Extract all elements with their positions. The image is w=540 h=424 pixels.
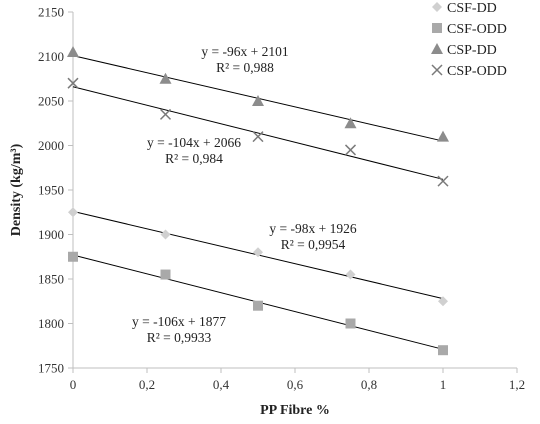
point-csf-dd [160,229,171,240]
x-tick-label: 1 [440,377,447,392]
x-axis-title: PP Fibre % [260,403,330,418]
point-csf-dd [438,296,448,307]
marker-x-stroke [67,77,79,89]
marker-x-stroke [159,108,172,120]
legend-label-csp-dd: CSP-DD [447,43,497,58]
x-tick-label: 0,6 [287,377,304,392]
y-tick-label: 1750 [38,361,64,376]
r-squared-csf-dd: R² = 0,9954 [281,237,346,252]
legend-label-csf-dd: CSF-DD [447,1,497,16]
data-markers [67,46,449,356]
point-csf-odd [160,269,171,280]
equation-csf-odd: y = -106x + 1877 [132,314,226,329]
trendline-csp-odd [72,86,444,180]
point-csf-odd [253,300,263,311]
legend-label-csp-odd: CSP-ODD [447,64,507,79]
x-tick-label: 1,2 [509,377,525,392]
legend-marker-csp-odd [431,64,443,76]
y-tick-label: 2000 [38,138,64,153]
legend-marker-csp-dd [431,43,443,54]
point-csp-odd [252,131,264,143]
y-tick-label: 1850 [38,272,64,287]
point-csp-dd [67,46,79,58]
r-squared-csp-dd: R² = 0,988 [216,60,274,75]
x-tick-label: 0,8 [361,377,377,392]
x-tick-label: 0 [70,377,77,392]
equation-csp-odd: y = -104x + 2066 [147,135,241,150]
y-tick-label: 2150 [38,5,64,20]
y-tick-label: 1950 [38,183,64,198]
point-csf-odd [345,318,356,329]
marker-x-stroke [344,144,357,156]
point-csf-odd [438,345,448,356]
legend-marker-csf-odd [432,23,442,33]
marker-x-stroke [431,64,443,76]
marker-x-stroke [252,131,264,143]
equation-csp-dd: y = -96x + 2101 [201,44,288,59]
point-csp-odd [67,77,79,89]
x-tick-label: 0,2 [139,377,155,392]
legend: CSF-DD CSF-ODD CSP-DD CSP-ODD [431,1,507,79]
point-csf-dd [253,247,263,258]
point-csp-dd [252,95,264,106]
point-csp-odd [437,175,449,187]
marker-x-stroke [437,175,449,187]
y-tick-label: 2050 [38,94,64,109]
x-tick-label: 0,4 [213,377,230,392]
legend-marker-csf-dd [432,2,442,12]
point-csf-dd [68,207,78,218]
point-csp-dd [159,72,172,84]
point-csp-odd [344,144,357,156]
r-squared-csf-odd: R² = 0,9933 [147,330,212,345]
equation-csf-dd: y = -98x + 1926 [269,221,356,236]
legend-label-csf-odd: CSF-ODD [447,22,507,37]
y-tick-label: 2100 [38,49,64,64]
y-axis-title: Density (kg/m³) [9,143,24,236]
point-csf-odd [68,251,78,262]
y-tick-label: 1800 [38,316,64,331]
point-csf-dd [345,269,356,280]
point-csp-odd [159,108,172,120]
y-tick-label: 1900 [38,227,64,242]
axes: 1750 1800 1850 1900 1950 2000 2050 2100 2150 0 0,2… [38,5,525,393]
r-squared-csp-odd: R² = 0,984 [165,151,223,166]
point-csp-dd [344,117,357,129]
point-csp-dd [437,130,449,142]
